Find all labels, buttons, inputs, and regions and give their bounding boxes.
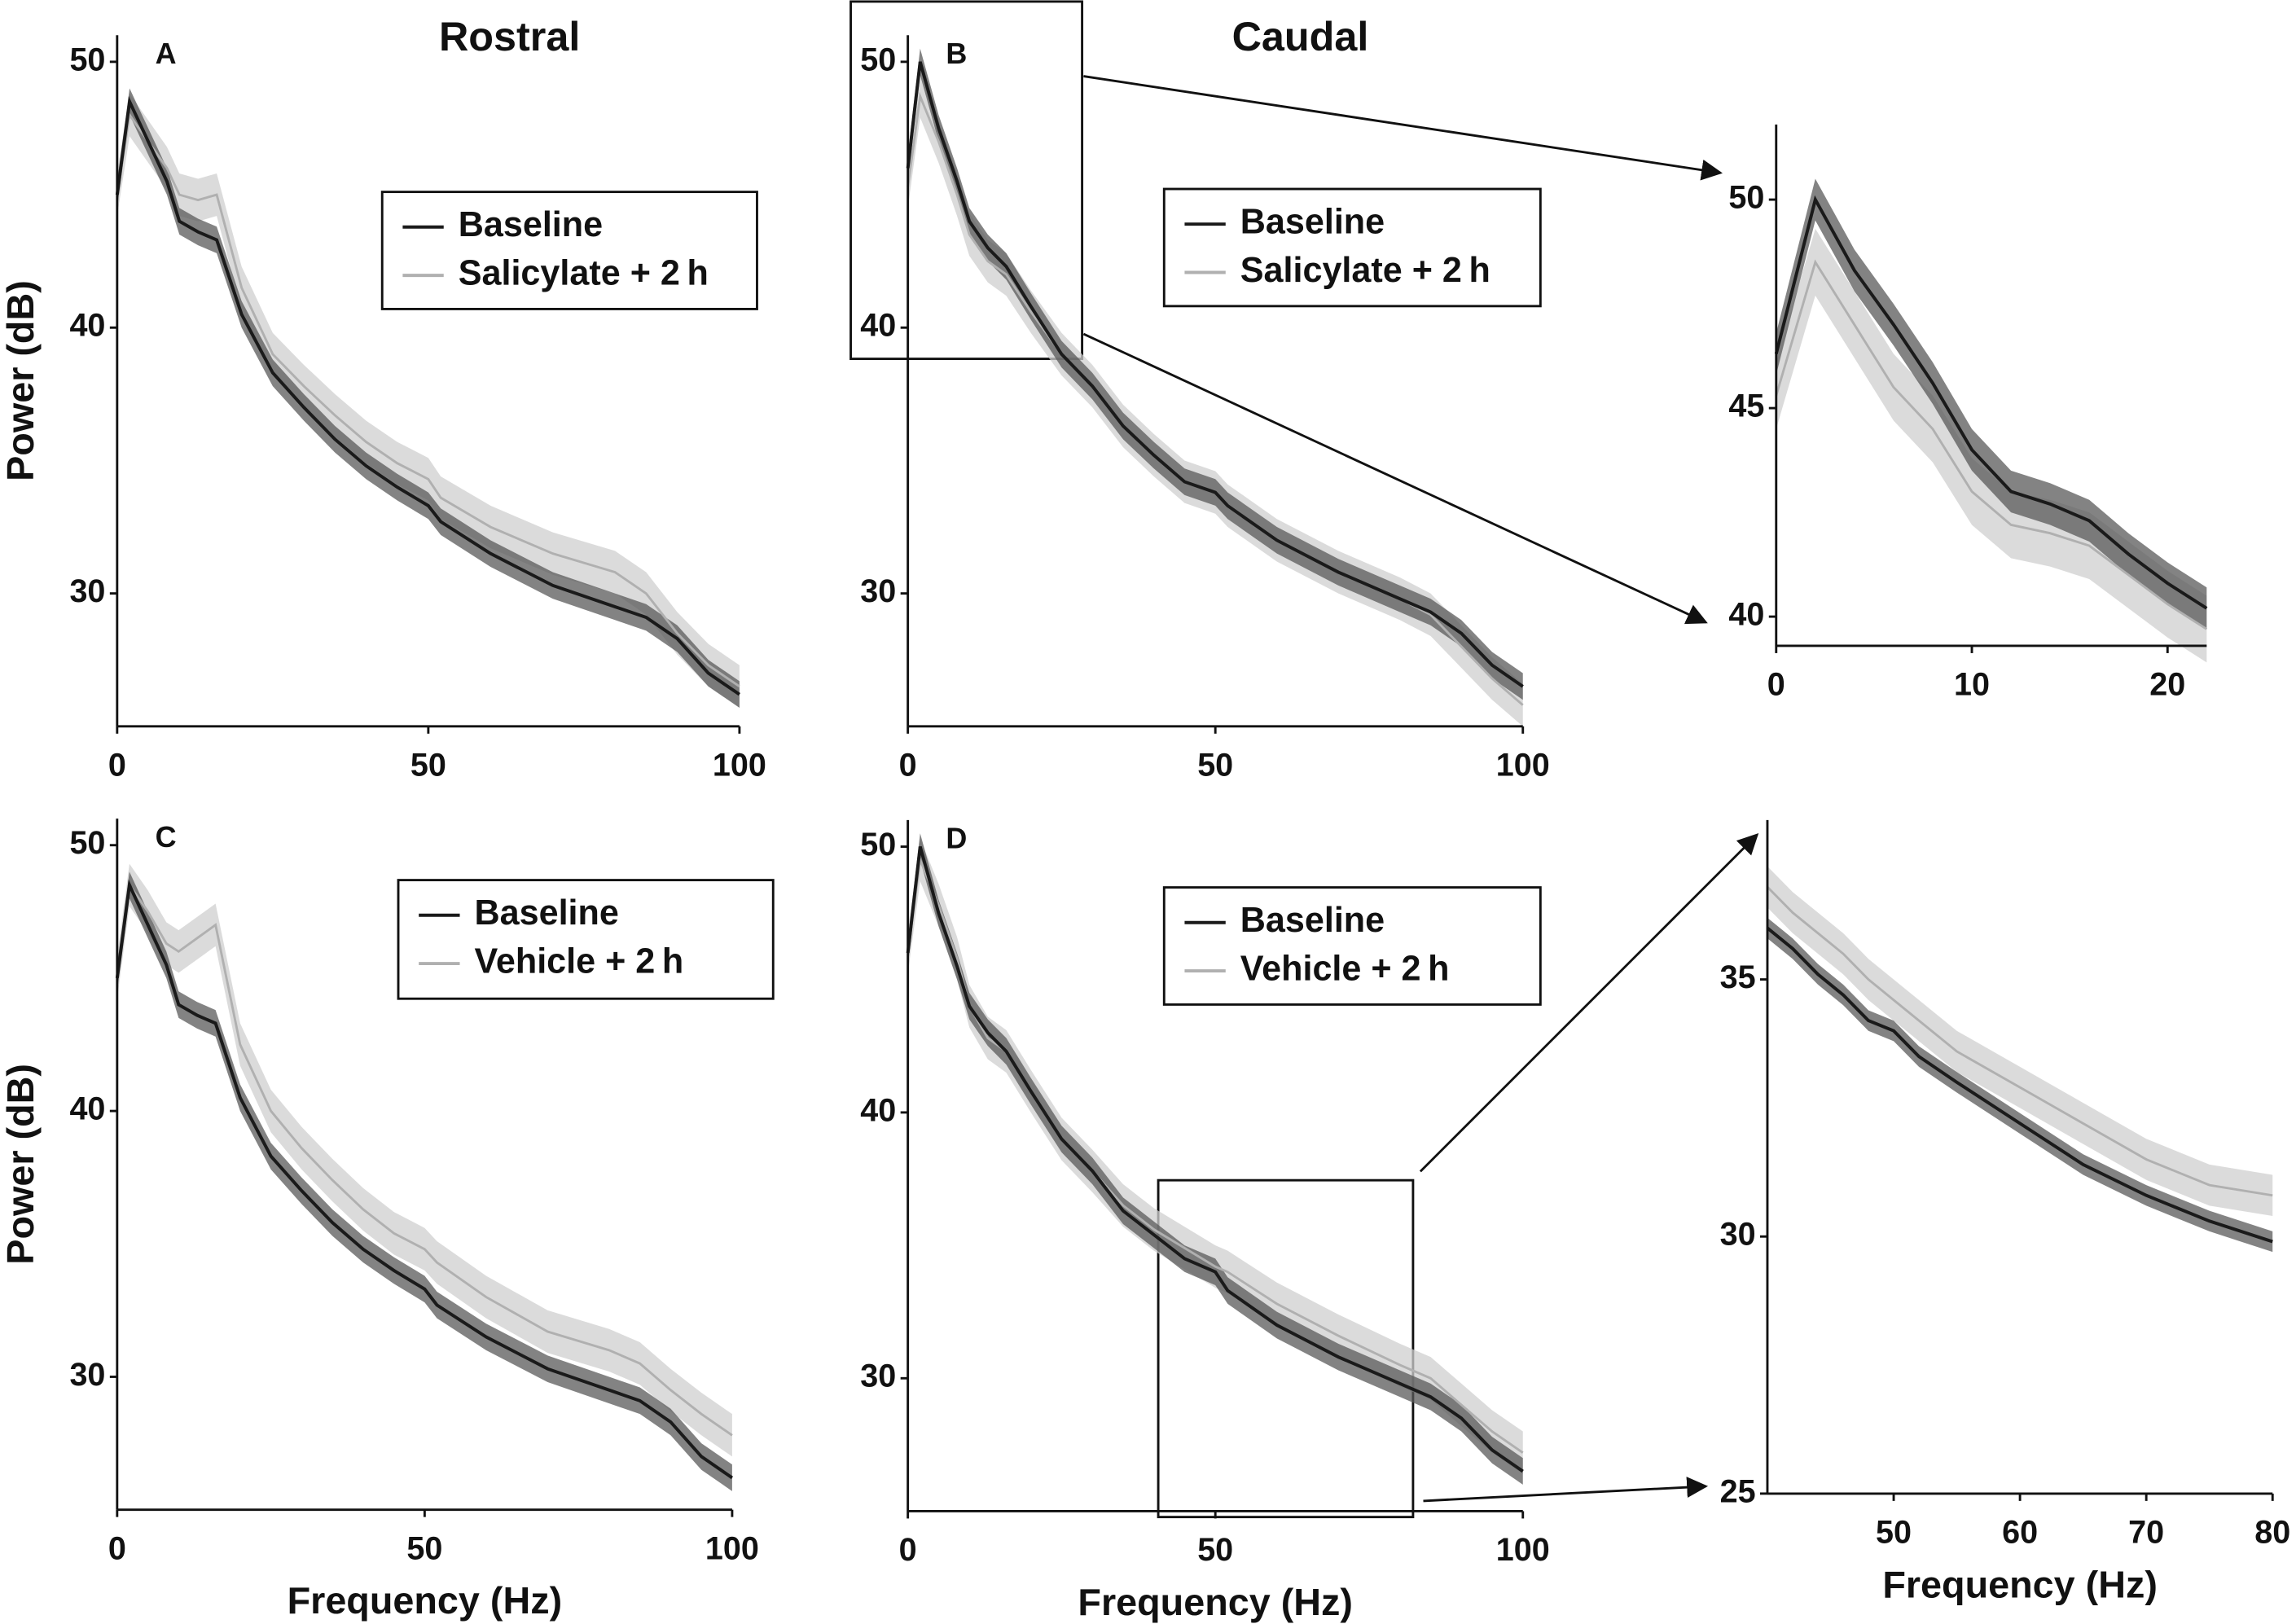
- zoom-arrow: [1419, 833, 1759, 1173]
- x-tick-label: 0: [899, 1532, 917, 1568]
- x-tick-label: 70: [2128, 1515, 2164, 1551]
- series-line: [115, 95, 741, 696]
- x-tick-label: 50: [1197, 1532, 1233, 1568]
- y-tick-label: 30: [860, 1358, 896, 1394]
- y-tick-label: 30: [1720, 1217, 1756, 1253]
- legend-box: [1162, 187, 1542, 308]
- y-tick-label: 45: [1728, 388, 1764, 424]
- y-axis-label: Power (dB): [0, 1064, 42, 1265]
- x-tick-label: 50: [1876, 1515, 1912, 1551]
- legend-label: Salicylate + 2 h: [459, 253, 709, 292]
- x-tick-label: 100: [713, 748, 766, 783]
- x-tick-label: 50: [1197, 748, 1233, 783]
- x-tick-label: 20: [2149, 667, 2185, 703]
- legend-label: Vehicle + 2 h: [1240, 949, 1450, 988]
- series-line: [1766, 926, 2273, 1244]
- y-tick-label: 50: [860, 42, 896, 77]
- legend-label: Vehicle + 2 h: [474, 941, 683, 981]
- y-tick-label: 40: [860, 1092, 896, 1128]
- y-tick-label: 30: [860, 573, 896, 609]
- x-tick-label: 0: [899, 748, 917, 783]
- error-band: [907, 48, 1523, 700]
- panel-label: D: [946, 822, 967, 855]
- series-line: [115, 879, 734, 1480]
- x-tick-label: 80: [2254, 1515, 2290, 1551]
- y-tick-label: 40: [69, 1091, 105, 1127]
- zoom-region: [849, 0, 1084, 361]
- legend-label: Baseline: [459, 205, 603, 244]
- legend-label: Baseline: [1240, 901, 1385, 940]
- chart-title: Rostral: [439, 13, 580, 59]
- y-tick-label: 30: [69, 1357, 105, 1393]
- x-tick-label: 60: [2002, 1515, 2038, 1551]
- y-tick-label: 25: [1720, 1473, 1756, 1509]
- error-band: [1776, 178, 2207, 630]
- series-line: [1766, 885, 2273, 1197]
- error-band: [116, 871, 732, 1491]
- zoom-arrow: [1082, 332, 1708, 625]
- panel-label: A: [156, 37, 177, 70]
- error-band: [1776, 228, 2207, 663]
- y-tick-label: 40: [1728, 597, 1764, 633]
- y-tick-label: 35: [1720, 959, 1756, 995]
- x-axis-label: Frequency (Hz): [1078, 1581, 1353, 1623]
- chart-title: Caudal: [1232, 13, 1369, 59]
- legend-label: Baseline: [1240, 203, 1385, 242]
- series-line: [906, 61, 1524, 688]
- legend-box: [1162, 886, 1542, 1006]
- y-tick-label: 50: [69, 825, 105, 861]
- y-axis-label: Power (dB): [0, 280, 42, 481]
- x-tick-label: 50: [406, 1530, 442, 1566]
- x-tick-label: 10: [1954, 667, 1990, 703]
- y-tick-label: 50: [1728, 180, 1764, 216]
- x-tick-label: 50: [410, 748, 446, 783]
- y-tick-label: 50: [860, 827, 896, 862]
- series-line: [1775, 259, 2208, 630]
- x-tick-label: 0: [1767, 667, 1785, 703]
- series-line: [116, 881, 733, 1437]
- error-band: [116, 94, 740, 708]
- error-band: [1767, 866, 2273, 1216]
- zoom-region: [1157, 1178, 1415, 1519]
- legend-label: Baseline: [474, 893, 618, 933]
- legend-box: [380, 191, 758, 310]
- x-tick-label: 100: [1496, 748, 1550, 783]
- panel-label: B: [946, 37, 967, 70]
- y-tick-label: 30: [69, 573, 105, 609]
- error-band: [116, 863, 732, 1457]
- x-tick-label: 0: [108, 1530, 126, 1566]
- y-tick-label: 40: [69, 308, 105, 344]
- series-line: [1774, 195, 2208, 610]
- error-band: [1767, 917, 2273, 1253]
- y-tick-label: 40: [860, 308, 896, 344]
- zoom-arrow: [1083, 75, 1723, 181]
- x-axis-label: Frequency (Hz): [288, 1579, 563, 1622]
- series-line: [116, 112, 740, 688]
- y-tick-label: 50: [69, 42, 105, 77]
- x-tick-label: 100: [705, 1530, 759, 1566]
- error-band: [907, 75, 1523, 726]
- panel-label: C: [156, 820, 177, 854]
- zoom-arrow: [1423, 1477, 1709, 1503]
- legend-box: [397, 879, 775, 1000]
- series-line: [906, 845, 1524, 1473]
- x-tick-label: 100: [1496, 1532, 1550, 1568]
- x-axis-label: Frequency (Hz): [1882, 1563, 2158, 1605]
- legend-label: Salicylate + 2 h: [1240, 251, 1490, 290]
- error-band: [116, 88, 740, 708]
- x-tick-label: 0: [108, 748, 126, 783]
